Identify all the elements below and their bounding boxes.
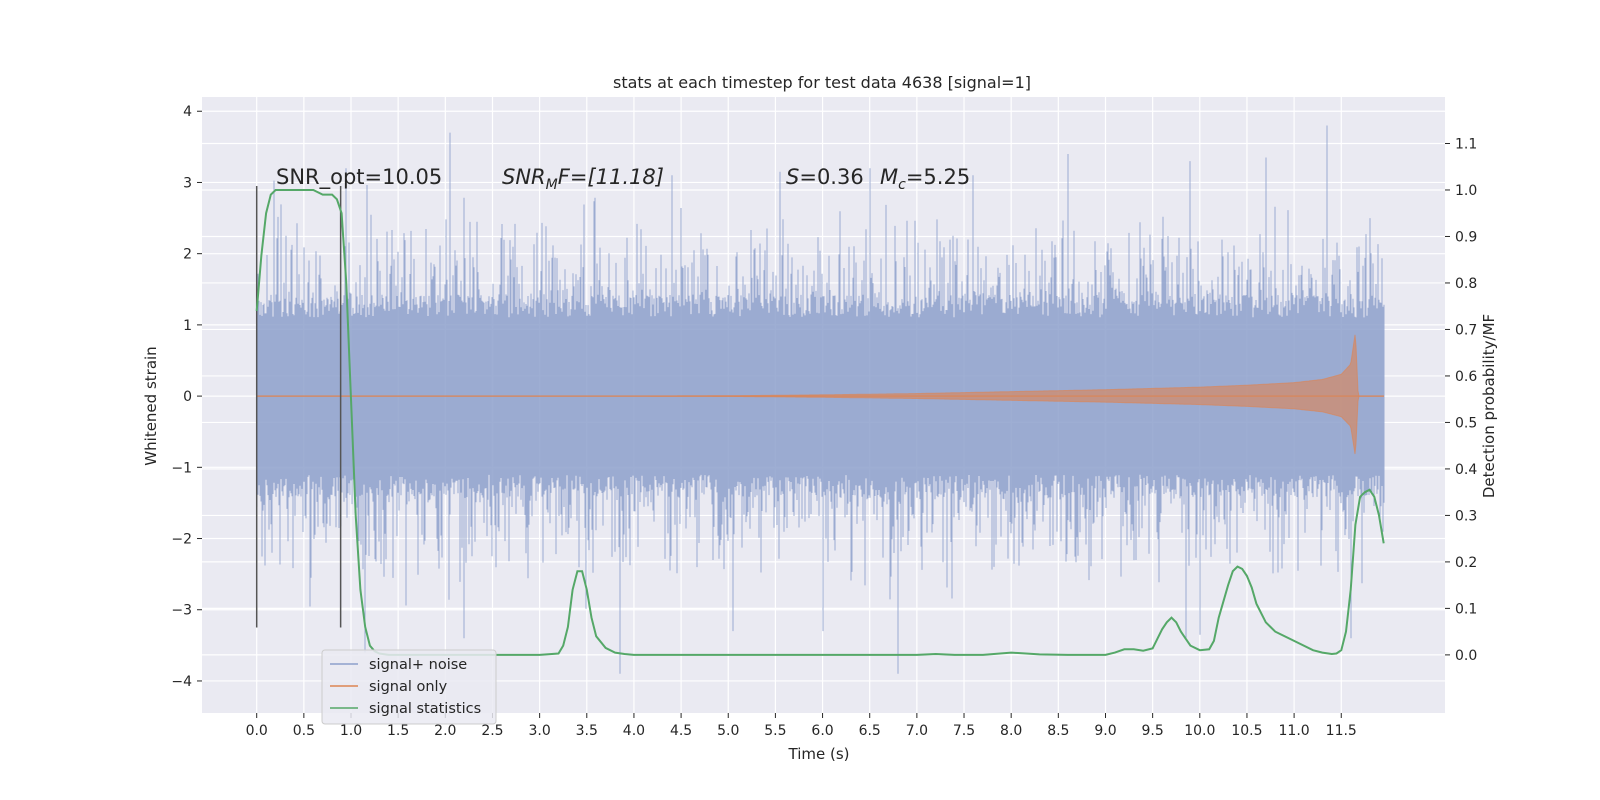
y-tick-label: −1: [171, 460, 192, 476]
x-tick-label: 3.0: [528, 723, 550, 739]
y-right-tick-label: 0.0: [1455, 648, 1477, 664]
s-symbol: S: [786, 165, 799, 189]
x-tick-label: 4.5: [670, 723, 692, 739]
x-tick-label: 0.5: [293, 723, 315, 739]
snr-mf-symbol: SNR: [502, 165, 546, 189]
stats-line: [255, 189, 1385, 656]
s-value: =0.36: [799, 165, 863, 189]
x-tick-label: 4.0: [623, 723, 645, 739]
x-tick-label: 8.0: [1000, 723, 1022, 739]
y-right-tick-label: 0.5: [1455, 415, 1477, 431]
snr-mf-rest: F=[11.18]: [558, 165, 664, 189]
x-tick-label: 9.5: [1142, 723, 1164, 739]
x-tick-label: 9.0: [1094, 723, 1116, 739]
mc-symbol: M: [880, 165, 898, 189]
y-axis-label: Whitened strain: [142, 346, 160, 465]
snr-opt-annotation: SNR_opt=10.05: [276, 165, 442, 190]
y-tick-label: 4: [183, 104, 192, 120]
y-right-axis-label: Detection probability/MF: [1480, 314, 1498, 498]
x-tick-label: 5.0: [717, 723, 739, 739]
legend-box: [321, 649, 497, 725]
x-tick-label: 10.5: [1231, 723, 1262, 739]
x-tick-label: 0.0: [246, 723, 268, 739]
y-right-tick-label: 0.6: [1455, 369, 1477, 385]
y-right-tick-label: 1.1: [1455, 136, 1477, 152]
x-tick-label: 5.5: [764, 723, 786, 739]
x-tick-label: 1.5: [387, 723, 409, 739]
mc-value: =5.25: [906, 165, 970, 189]
legend: signal+ noise signal only signal statist…: [321, 649, 497, 725]
y-tick-label: 1: [183, 318, 192, 334]
y-right-tick-label: 1.0: [1455, 183, 1477, 199]
x-tick-label: 11.5: [1326, 723, 1357, 739]
y-tick-label: 2: [183, 247, 192, 263]
mc-subscript: c: [898, 177, 906, 193]
signal-statistics-series: [255, 189, 1385, 656]
y-tick-label: −2: [171, 532, 192, 548]
s-annotation: S=0.36: [786, 165, 864, 189]
x-tick-label: 11.0: [1279, 723, 1310, 739]
y-tick-label: 3: [183, 175, 192, 191]
legend-label-noise: signal+ noise: [369, 657, 467, 673]
x-tick-label: 6.5: [859, 723, 881, 739]
y-right-tick-label: 0.9: [1455, 229, 1477, 245]
y-right-tick-label: 0.4: [1455, 462, 1477, 478]
x-tick-label: 8.5: [1047, 723, 1069, 739]
y-tick-label: 0: [183, 389, 192, 405]
y-tick-label: −3: [171, 603, 192, 619]
vertical-markers: [255, 186, 342, 628]
y-right-tick-label: 0.3: [1455, 508, 1477, 524]
y-right-tick-label: 0.7: [1455, 322, 1477, 338]
x-tick-label: 2.5: [481, 723, 503, 739]
x-tick-label: 1.0: [340, 723, 362, 739]
x-tick-label: 2.0: [434, 723, 456, 739]
x-tick-label: 10.0: [1184, 723, 1215, 739]
x-tick-label: 6.0: [811, 723, 833, 739]
snr-mf-subscript: M: [546, 177, 558, 193]
chart-title: stats at each timestep for test data 463…: [613, 73, 1031, 92]
y-tick-label: −4: [171, 674, 192, 690]
x-tick-label: 3.5: [576, 723, 598, 739]
y-right-tick-label: 0.1: [1455, 601, 1477, 617]
snr-mf-annotation: SNRMF=[11.18]: [502, 165, 664, 193]
x-tick-label: 7.5: [953, 723, 975, 739]
x-axis-label: Time (s): [788, 745, 850, 763]
axis-ticks: 0.0 0.5 1.0 1.5 2.0 2.5 3.0 3.5 4.0 4.5 5.0 5.5 6.0 6…: [171, 104, 1477, 739]
mc-annotation: Mc=5.25: [880, 165, 970, 193]
signal-only-series: [257, 334, 1384, 455]
y-right-tick-label: 0.2: [1455, 555, 1477, 571]
y-right-tick-label: 0.8: [1455, 276, 1477, 292]
legend-label-stats: signal statistics: [369, 701, 481, 717]
legend-label-signal: signal only: [369, 679, 448, 695]
x-tick-label: 7.0: [906, 723, 928, 739]
